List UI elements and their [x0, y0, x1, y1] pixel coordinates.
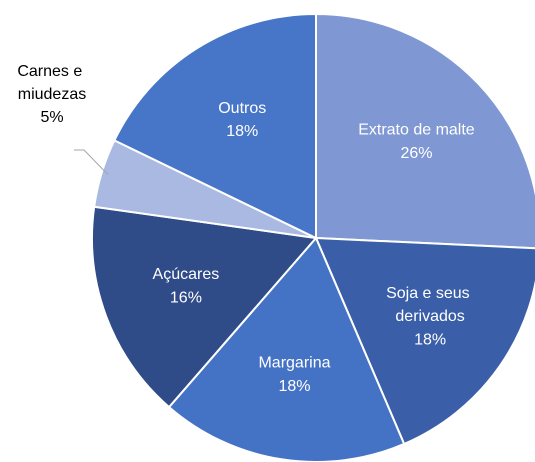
- pie-slice: [113, 12, 317, 240]
- pie-slice: [91, 205, 318, 409]
- slice-label: Açúcares: [153, 266, 220, 283]
- slice-label: Margarina: [258, 355, 330, 372]
- pie-slice: [314, 236, 535, 446]
- pie-slice: [167, 236, 406, 462]
- value-label: 18%: [414, 331, 446, 348]
- slice-label: Carnes e miudezas: [17, 63, 86, 103]
- leader-line: [74, 149, 109, 176]
- value-label: 5%: [40, 109, 63, 126]
- value-label: 16%: [170, 289, 202, 306]
- pie-slice: [315, 12, 535, 250]
- slice-label: Extrato de malte: [358, 122, 475, 139]
- value-label: 18%: [278, 378, 310, 395]
- slice-label: Soja e seus derivados: [386, 285, 474, 325]
- value-label: 26%: [400, 145, 432, 162]
- value-label: 18%: [226, 123, 258, 140]
- slice-label: Outros: [218, 100, 266, 117]
